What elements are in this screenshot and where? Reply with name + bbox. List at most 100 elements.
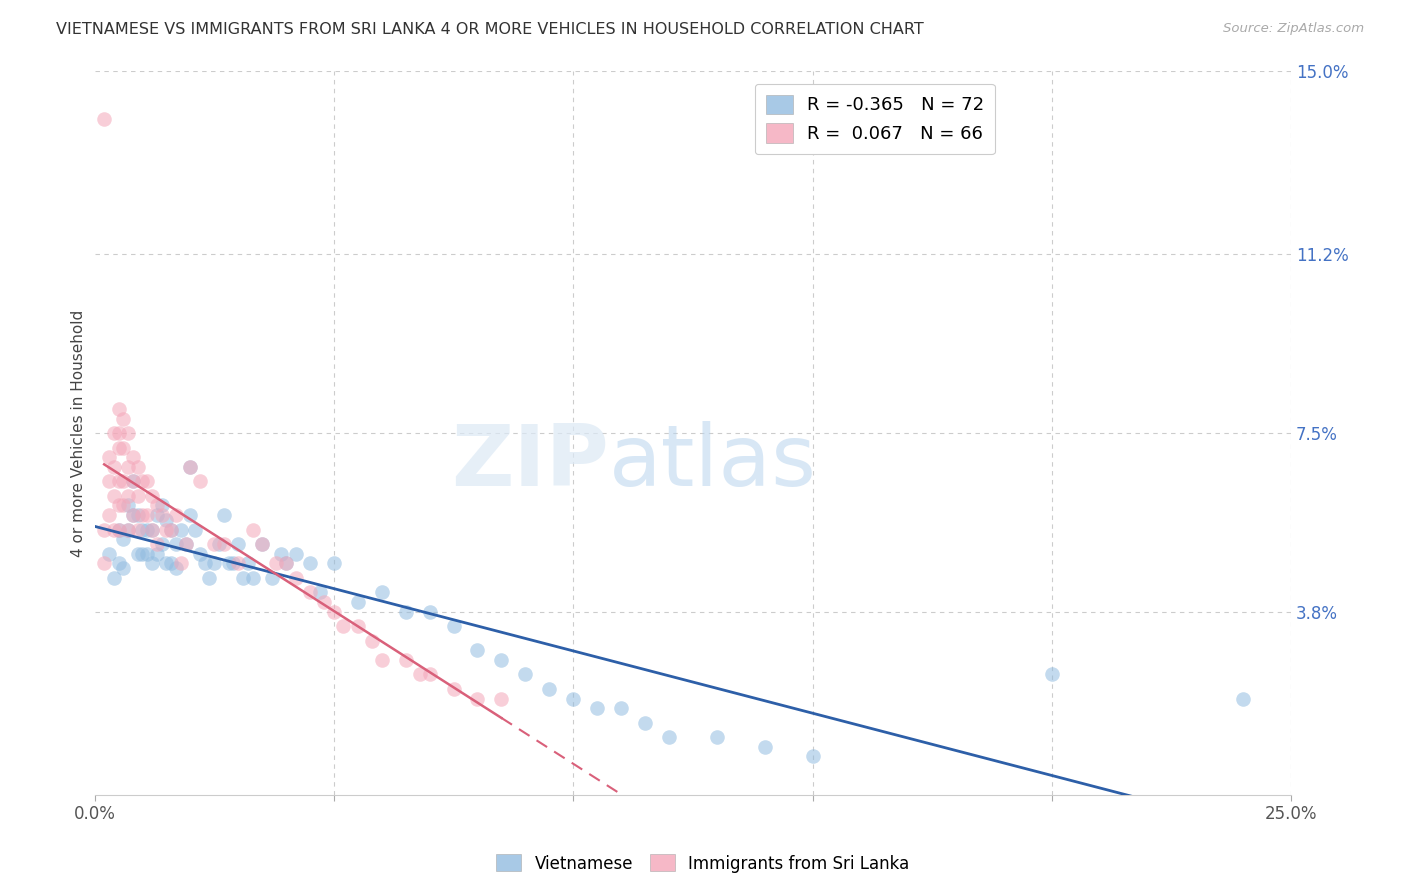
Point [107, 523, 129, 537]
Legend: R = -0.365   N = 72, R =  0.067   N = 66: R = -0.365 N = 72, R = 0.067 N = 66 [755, 84, 995, 154]
Point [371, 585, 394, 599]
Point [141, 523, 163, 537]
Point [112, 561, 135, 575]
Point [395, 653, 418, 667]
Point [121, 508, 143, 522]
Point [242, 523, 264, 537]
Point [117, 523, 139, 537]
Point [136, 523, 159, 537]
Point [208, 537, 231, 551]
Point [467, 691, 489, 706]
Point [212, 537, 235, 551]
Point [198, 571, 221, 585]
Point [150, 508, 173, 522]
Point [141, 489, 163, 503]
Point [610, 701, 633, 715]
Point [250, 537, 273, 551]
Point [97, 547, 120, 561]
Point [347, 595, 370, 609]
Text: ZIP: ZIP [451, 420, 609, 503]
Point [274, 557, 297, 571]
Point [706, 730, 728, 744]
Point [284, 547, 307, 561]
Point [236, 557, 259, 571]
Text: atlas: atlas [609, 420, 817, 503]
Point [188, 547, 211, 561]
Point [322, 557, 344, 571]
Point [131, 508, 153, 522]
Point [270, 547, 292, 561]
Point [155, 513, 177, 527]
Legend: Vietnamese, Immigrants from Sri Lanka: Vietnamese, Immigrants from Sri Lanka [489, 847, 917, 880]
Point [260, 571, 283, 585]
Point [146, 537, 169, 551]
Point [467, 643, 489, 657]
Point [491, 653, 513, 667]
Point [395, 605, 418, 619]
Point [226, 557, 249, 571]
Point [136, 508, 159, 522]
Point [419, 667, 441, 681]
Point [179, 459, 201, 474]
Point [155, 557, 177, 571]
Point [754, 739, 776, 754]
Point [232, 571, 254, 585]
Point [194, 557, 217, 571]
Text: Source: ZipAtlas.com: Source: ZipAtlas.com [1223, 22, 1364, 36]
Point [127, 459, 149, 474]
Point [170, 557, 193, 571]
Point [160, 557, 183, 571]
Point [117, 523, 139, 537]
Point [107, 401, 129, 416]
Point [117, 425, 139, 440]
Point [443, 619, 465, 633]
Point [103, 425, 125, 440]
Point [121, 450, 143, 465]
Point [1040, 667, 1063, 681]
Point [127, 547, 149, 561]
Point [165, 508, 187, 522]
Point [103, 571, 125, 585]
Point [322, 605, 344, 619]
Point [174, 537, 197, 551]
Point [658, 730, 681, 744]
Point [97, 450, 120, 465]
Point [131, 523, 153, 537]
Point [93, 112, 115, 127]
Point [160, 523, 183, 537]
Point [308, 585, 330, 599]
Point [371, 653, 394, 667]
Point [801, 749, 824, 764]
Point [1232, 691, 1254, 706]
Point [165, 561, 187, 575]
Point [179, 508, 201, 522]
Point [97, 508, 120, 522]
Point [93, 557, 115, 571]
Point [112, 499, 135, 513]
Point [141, 557, 163, 571]
Point [419, 605, 441, 619]
Point [250, 537, 273, 551]
Point [131, 547, 153, 561]
Text: VIETNAMESE VS IMMIGRANTS FROM SRI LANKA 4 OR MORE VEHICLES IN HOUSEHOLD CORRELAT: VIETNAMESE VS IMMIGRANTS FROM SRI LANKA … [56, 22, 924, 37]
Point [112, 441, 135, 455]
Point [127, 508, 149, 522]
Point [361, 633, 384, 648]
Point [107, 425, 129, 440]
Point [121, 475, 143, 489]
Point [150, 499, 173, 513]
Point [634, 715, 657, 730]
Point [107, 441, 129, 455]
Point [212, 508, 235, 522]
Point [298, 557, 321, 571]
Point [121, 508, 143, 522]
Point [117, 489, 139, 503]
Point [170, 523, 193, 537]
Point [222, 557, 245, 571]
Point [107, 499, 129, 513]
Point [97, 475, 120, 489]
Point [117, 459, 139, 474]
Point [103, 459, 125, 474]
Point [443, 681, 465, 696]
Point [202, 557, 225, 571]
